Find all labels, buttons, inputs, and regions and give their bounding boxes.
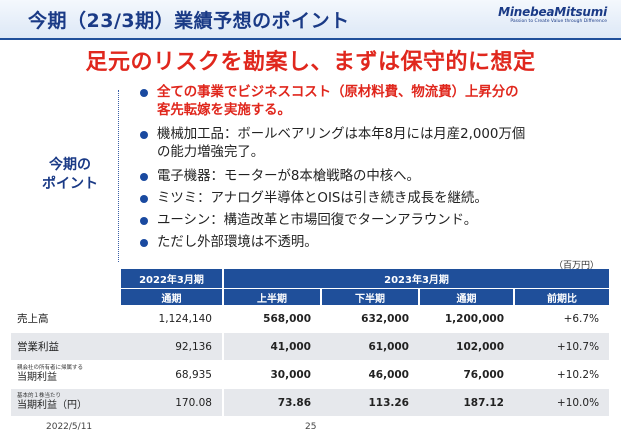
bullet-dot-icon [140, 89, 148, 97]
bullet-text-line: ミツミ：アナログ半導体とOISは引き続き成長を継続。 [157, 191, 488, 206]
row-label: 基本的１株当たり 当期利益（円） [11, 388, 121, 417]
value-first-half: 568,000 [223, 305, 321, 333]
col-yoy: 前期比 [512, 288, 610, 305]
header-corner [11, 269, 121, 289]
value-yoy: +10.2% [514, 360, 610, 389]
table-row: 基本的１株当たり 当期利益（円） 170.08 73.86 113.26 187.12 +1… [11, 388, 610, 417]
headline: 足元のリスクを勘案し、まずは保守的に想定 [85, 50, 536, 75]
table-header-row-1: 2022年3月期 2023年3月期 [11, 269, 610, 289]
results-table: 2022年3月期 2023年3月期 通期 上半期 下半期 通期 前期比 売上高 1… [11, 269, 610, 417]
bullet-dot-icon [140, 131, 148, 139]
bullet-item: ただし外部環境は不透明。 [140, 234, 318, 252]
value-yoy: +10.0% [514, 388, 610, 417]
value-yoy: +10.7% [514, 332, 610, 361]
bullet-dot-icon [140, 195, 148, 203]
value-second-half: 46,000 [321, 360, 419, 389]
logo-name: MinebeaMitsumi [498, 5, 607, 19]
col-prev-full-year: 通期 [121, 288, 223, 305]
bullet-dot-icon [140, 173, 148, 181]
value-full-year: 102,000 [419, 332, 514, 361]
points-label-line2: ポイント [42, 176, 98, 192]
table-header-row-2: 通期 上半期 下半期 通期 前期比 [11, 288, 610, 305]
col-second-half: 下半期 [320, 288, 419, 305]
footer-date: 2022/5/11 [46, 422, 93, 432]
title-bar: 今期（23/3期）業績予想のポイント MinebeaMitsumi Passio… [0, 0, 621, 40]
logo-tagline: Passion to Create Value through Differen… [510, 19, 607, 24]
points-label: 今期の ポイント [40, 156, 100, 194]
row-label-text: 当期利益（円） [17, 400, 87, 411]
value-prev-full-year: 1,124,140 [121, 305, 224, 333]
row-label-text: 営業利益 [17, 341, 59, 353]
bullet-item: ミツミ：アナログ半導体とOISは引き続き成長を継続。 [140, 190, 488, 208]
value-second-half: 61,000 [321, 332, 419, 361]
value-first-half: 30,000 [223, 360, 321, 389]
row-label-text: 当期利益 [17, 372, 57, 383]
bullet-text-line: 機械加工品：ボールベアリングは本年8月には月産2,000万個 [157, 127, 526, 142]
row-label: 親会社の所有者に帰属する 当期利益 [11, 360, 121, 389]
bullet-text-line: 客先転嫁を実施する。 [157, 103, 291, 118]
col-first-half: 上半期 [222, 288, 321, 305]
table-row: 営業利益 92,136 41,000 61,000 102,000 +10.7% [11, 332, 610, 361]
bullet-text-line: ただし外部環境は不透明。 [157, 235, 318, 250]
value-prev-full-year: 92,136 [121, 332, 224, 361]
row-label: 営業利益 [11, 332, 121, 361]
bullet-item: 機械加工品：ボールベアリングは本年8月には月産2,000万個 の能力増強完了。 [140, 126, 525, 162]
slide-title: 今期（23/3期）業績予想のポイント [28, 10, 350, 32]
bullet-item: ユーシン：構造改革と市場回復でターンアラウンド。 [140, 212, 477, 230]
value-yoy: +6.7% [514, 305, 610, 333]
bullet-dot-icon [140, 217, 148, 225]
bullet-text-line: ユーシン：構造改革と市場回復でターンアラウンド。 [157, 213, 478, 228]
value-full-year: 187.12 [419, 388, 514, 417]
bullet-dot-icon [140, 239, 148, 247]
header-this-year: 2023年3月期 [221, 269, 610, 289]
value-prev-full-year: 170.08 [121, 388, 224, 417]
vertical-divider [118, 90, 119, 262]
value-full-year: 1,200,000 [419, 305, 514, 333]
bullet-text-line: 全ての事業でビジネスコスト（原材料費、物流費）上昇分の [157, 85, 519, 100]
col-full-year: 通期 [418, 288, 514, 305]
value-full-year: 76,000 [419, 360, 514, 389]
bullet-item: 全ての事業でビジネスコスト（原材料費、物流費）上昇分の 客先転嫁を実施する。 [140, 84, 519, 120]
company-logo: MinebeaMitsumi Passion to Create Value t… [498, 5, 607, 24]
table-row: 親会社の所有者に帰属する 当期利益 68,935 30,000 46,000 76,000… [11, 360, 610, 389]
row-label-note: 基本的１株当たり [17, 393, 62, 399]
page-number: 25 [305, 422, 317, 432]
points-label-line1: 今期の [49, 157, 91, 173]
bullet-text-line: の能力増強完了。 [157, 145, 265, 160]
unit-note: （百万円） [553, 261, 599, 271]
value-first-half: 73.86 [223, 388, 321, 417]
value-second-half: 113.26 [321, 388, 419, 417]
row-label-note: 親会社の所有者に帰属する [17, 365, 84, 371]
value-second-half: 632,000 [321, 305, 419, 333]
header-prev-year: 2022年3月期 [121, 269, 223, 289]
table-row: 売上高 1,124,140 568,000 632,000 1,200,000 +6.7% [11, 305, 610, 333]
value-prev-full-year: 68,935 [121, 360, 224, 389]
value-first-half: 41,000 [223, 332, 321, 361]
bullet-text-line: 電子機器：モーターが8本槍戦略の中核へ。 [157, 169, 420, 184]
header-corner-2 [11, 288, 121, 305]
bullet-item: 電子機器：モーターが8本槍戦略の中核へ。 [140, 168, 420, 186]
row-label: 売上高 [11, 305, 121, 333]
row-label-text: 売上高 [17, 313, 49, 325]
